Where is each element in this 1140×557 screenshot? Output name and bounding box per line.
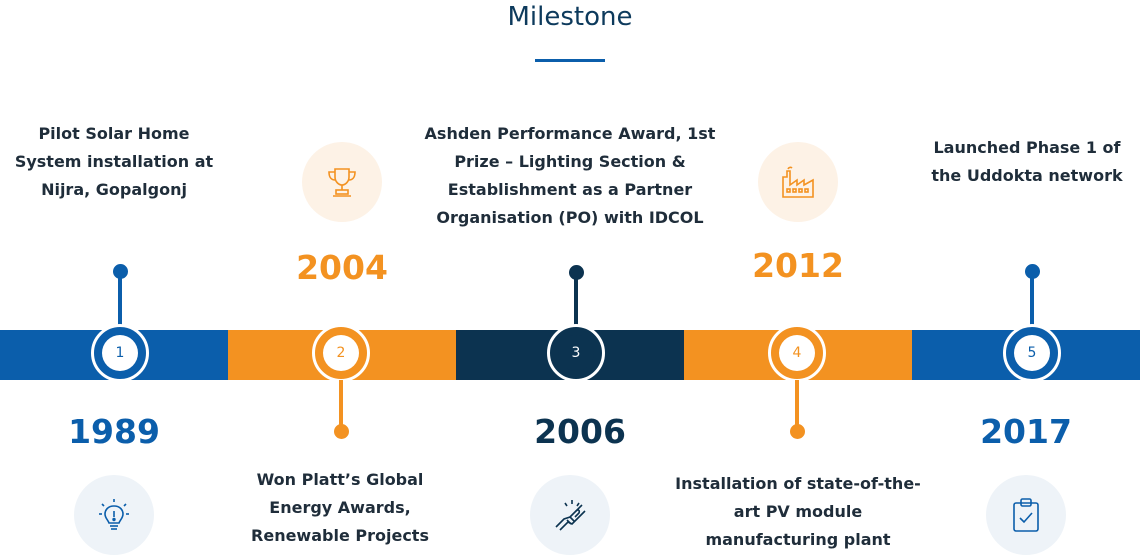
milestone-5-marker: 5 [1003,324,1061,382]
milestone-2-connector-dot [334,424,349,439]
milestone-1-year: 1989 [68,412,160,451]
clipboard-check-icon [1013,498,1039,532]
milestone-3-marker: 3 [547,324,605,382]
title-underline [535,59,605,62]
milestone-1-connector-dot [113,264,128,279]
milestone-5-text: Launched Phase 1 of the Uddokta network [931,138,1123,185]
milestone-4-text: Installation of state-of-the-art PV modu… [675,474,921,549]
milestone-3-connector [574,273,578,330]
handshake-icon [555,500,586,531]
milestone-3-year: 2006 [534,412,626,451]
trophy-icon [328,168,356,197]
milestone-5-connector-dot [1025,264,1040,279]
milestone-5-year: 2017 [980,412,1072,451]
page-title: Milestone [507,2,633,32]
milestone-2-text: Won Platt’s Global Energy Awards, Renewa… [251,470,429,545]
milestone-1-marker: 1 [91,324,149,382]
milestone-4-year: 2012 [752,246,844,285]
milestone-5-connector [1030,272,1034,330]
milestone-2-number: 2 [323,335,359,371]
factory-icon [782,166,814,198]
milestone-2-marker: 2 [312,324,370,382]
milestone-4-connector [795,380,799,430]
milestone-5-number: 5 [1014,335,1050,371]
milestone-3-icon-badge [530,475,610,555]
lightbulb-icon [99,499,129,530]
milestone-4-icon-badge [758,142,838,222]
milestone-1-connector [118,272,122,330]
milestone-3-connector-dot [569,265,584,280]
milestone-1-text: Pilot Solar Home System installation at … [14,124,214,199]
milestone-4-connector-dot [790,424,805,439]
milestone-1-icon-badge [74,475,154,555]
milestone-2-connector [339,380,343,430]
milestone-1-number: 1 [102,335,138,371]
milestone-3-number: 3 [558,335,594,371]
milestone-4-marker: 4 [768,324,826,382]
milestone-4-number: 4 [779,335,815,371]
milestone-2-icon-badge [302,142,382,222]
milestone-3-text: Ashden Performance Award, 1st Prize – Li… [424,124,716,227]
milestone-5-icon-badge [986,475,1066,555]
milestone-2-year: 2004 [296,248,388,287]
